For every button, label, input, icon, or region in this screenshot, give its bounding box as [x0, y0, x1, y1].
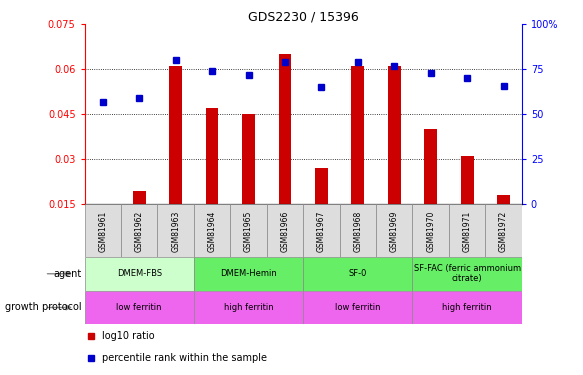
- Bar: [412, 204, 449, 257]
- Bar: [230, 204, 266, 257]
- Bar: [424, 129, 437, 204]
- Bar: [388, 66, 401, 204]
- Bar: [194, 291, 303, 324]
- Text: DMEM-Hemin: DMEM-Hemin: [220, 269, 277, 278]
- Bar: [85, 204, 121, 257]
- Text: GSM81968: GSM81968: [353, 211, 362, 252]
- Title: GDS2230 / 15396: GDS2230 / 15396: [248, 10, 359, 23]
- Text: growth protocol: growth protocol: [5, 303, 82, 312]
- Text: GSM81967: GSM81967: [317, 211, 326, 252]
- Bar: [85, 291, 194, 324]
- Bar: [133, 191, 146, 204]
- Text: SF-FAC (ferric ammonium
citrate): SF-FAC (ferric ammonium citrate): [413, 264, 521, 284]
- Bar: [303, 204, 339, 257]
- Text: high ferritin: high ferritin: [224, 303, 273, 312]
- Text: low ferritin: low ferritin: [117, 303, 162, 312]
- Text: DMEM-FBS: DMEM-FBS: [117, 269, 161, 278]
- Bar: [339, 204, 376, 257]
- Bar: [194, 204, 230, 257]
- Bar: [194, 257, 303, 291]
- Bar: [497, 195, 510, 204]
- Bar: [412, 257, 522, 291]
- Text: low ferritin: low ferritin: [335, 303, 381, 312]
- Bar: [169, 66, 182, 204]
- Text: GSM81965: GSM81965: [244, 211, 253, 252]
- Bar: [85, 257, 194, 291]
- Bar: [303, 257, 412, 291]
- Bar: [449, 204, 485, 257]
- Bar: [412, 291, 522, 324]
- Text: GSM81964: GSM81964: [208, 211, 216, 252]
- Text: percentile rank within the sample: percentile rank within the sample: [102, 353, 267, 363]
- Text: GSM81969: GSM81969: [390, 211, 399, 252]
- Text: GSM81972: GSM81972: [499, 211, 508, 252]
- Text: high ferritin: high ferritin: [442, 303, 492, 312]
- Text: GSM81970: GSM81970: [426, 211, 435, 252]
- Bar: [376, 204, 412, 257]
- Bar: [157, 204, 194, 257]
- Text: GSM81966: GSM81966: [280, 211, 289, 252]
- Text: SF-0: SF-0: [349, 269, 367, 278]
- Bar: [206, 108, 219, 204]
- Text: GSM81963: GSM81963: [171, 211, 180, 252]
- Text: agent: agent: [54, 269, 82, 279]
- Bar: [461, 156, 473, 204]
- Bar: [315, 168, 328, 204]
- Text: GSM81971: GSM81971: [463, 211, 472, 252]
- Bar: [303, 291, 412, 324]
- Bar: [242, 114, 255, 204]
- Bar: [485, 204, 522, 257]
- Bar: [279, 54, 292, 204]
- Bar: [121, 204, 157, 257]
- Bar: [266, 204, 303, 257]
- Text: GSM81961: GSM81961: [99, 211, 107, 252]
- Text: GSM81962: GSM81962: [135, 211, 143, 252]
- Text: log10 ratio: log10 ratio: [102, 332, 154, 342]
- Bar: [352, 66, 364, 204]
